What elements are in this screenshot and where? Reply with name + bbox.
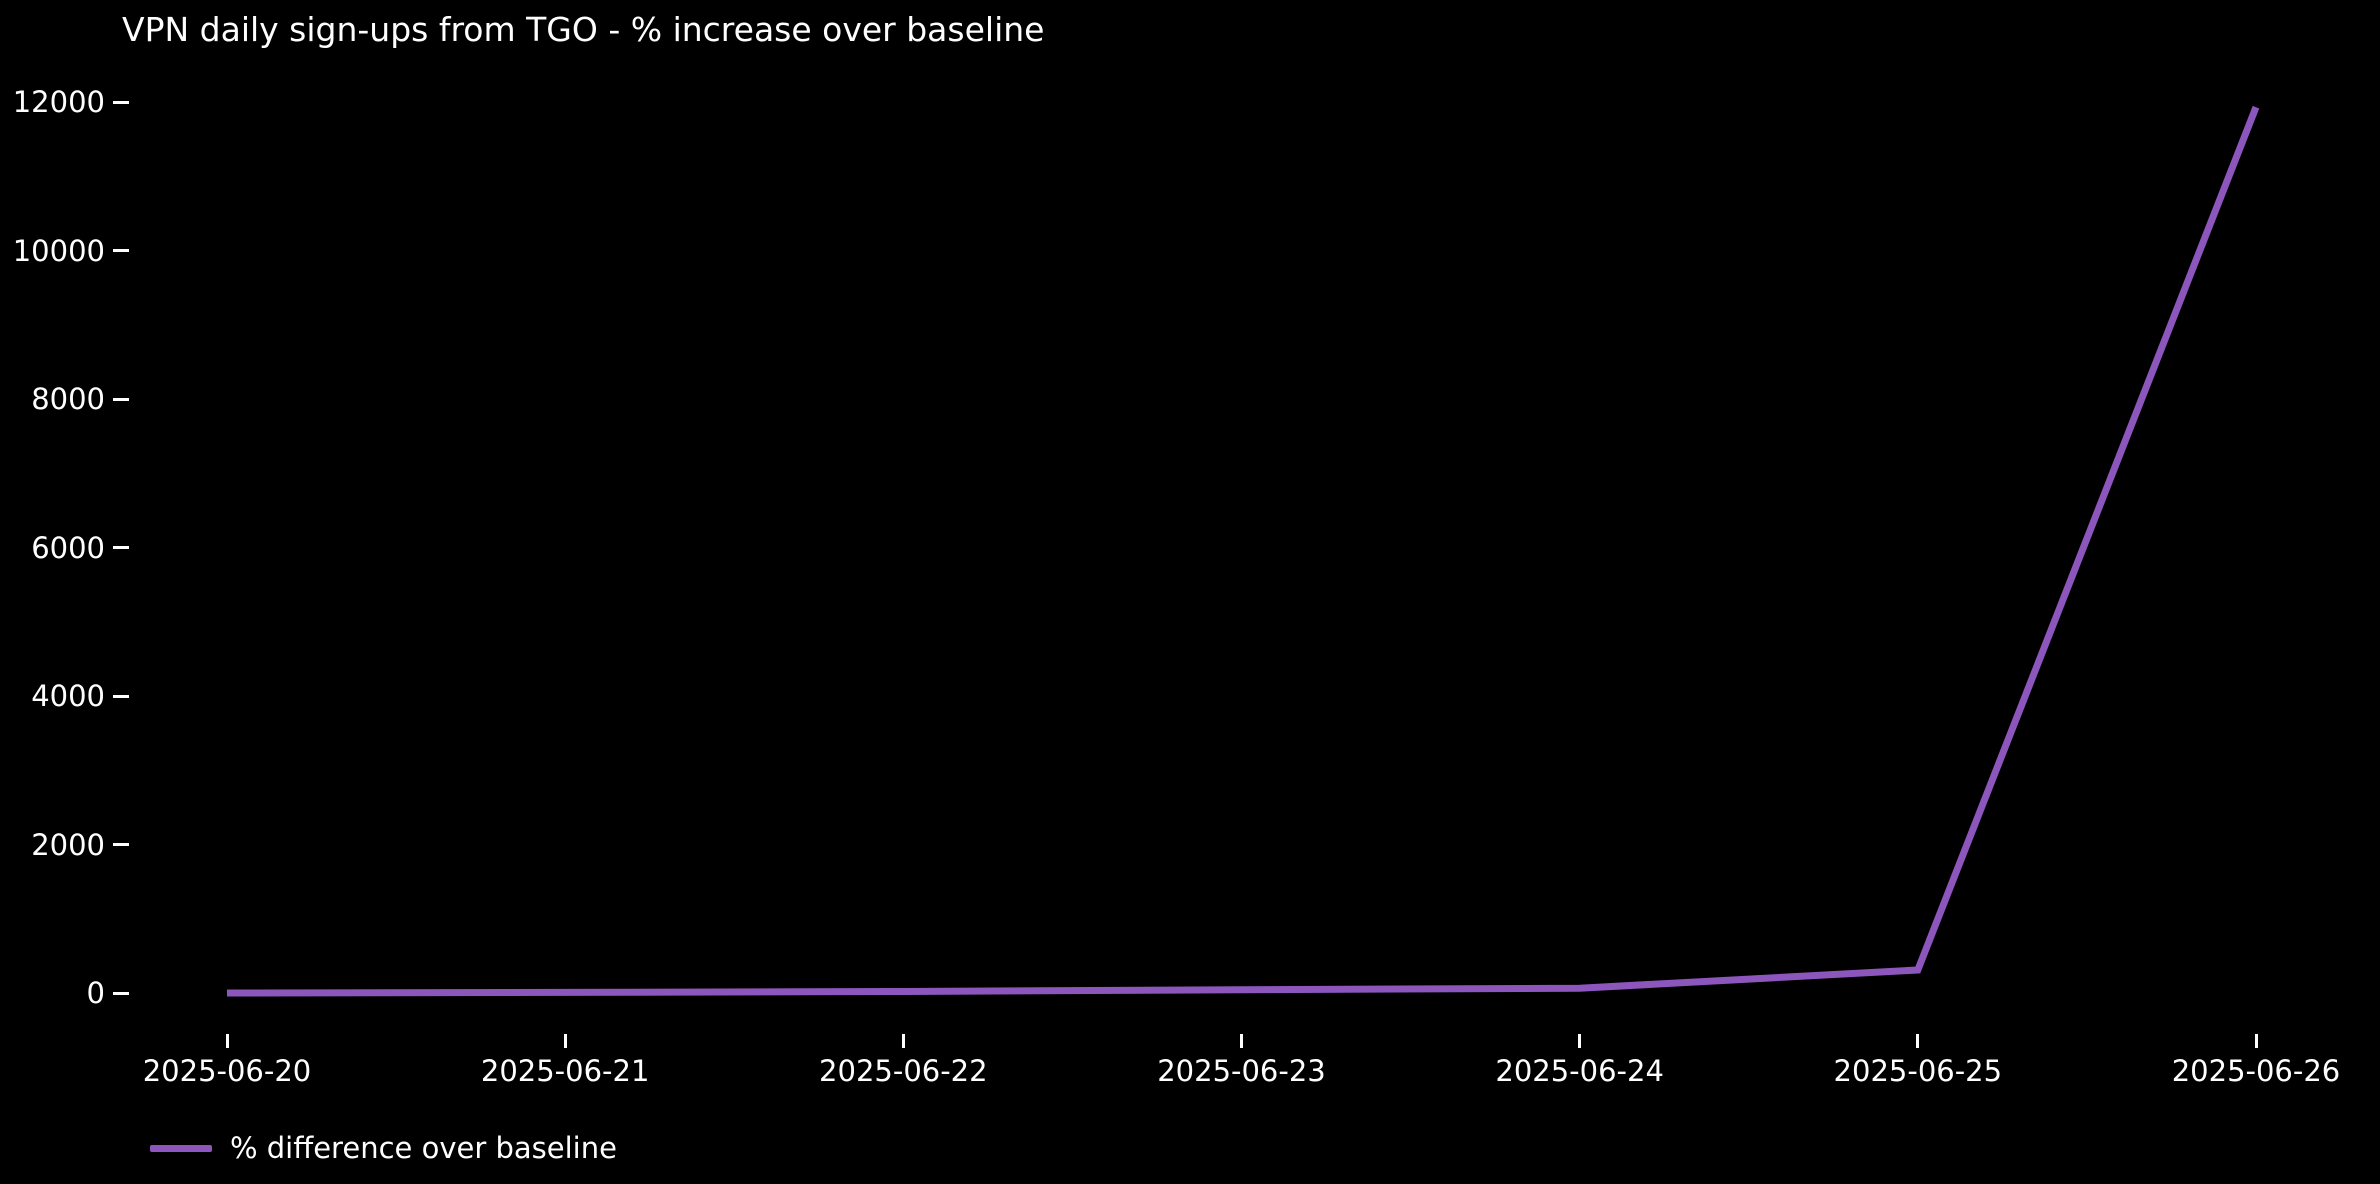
chart-title: VPN daily sign-ups from TGO - % increase…: [122, 10, 1045, 49]
y-tick-label: 6000: [31, 530, 105, 565]
x-tick-label: 2025-06-26: [2171, 1054, 2341, 1088]
y-tick-label: 2000: [31, 827, 105, 862]
y-tick-label: 10000: [12, 233, 105, 268]
x-tick-label: 2025-06-20: [142, 1054, 312, 1088]
data-line: [226, 105, 2260, 997]
x-tick-label: 2025-06-24: [1495, 1054, 1664, 1088]
y-tick-label: 0: [86, 976, 105, 1010]
y-tick-mark: [113, 249, 129, 252]
y-tick-label: 8000: [31, 382, 105, 416]
x-tick-label: 2025-06-23: [1157, 1054, 1326, 1088]
x-tick-mark: [1578, 1034, 1582, 1048]
y-tick-mark: [113, 397, 129, 401]
y-tick-mark: [113, 100, 129, 104]
x-tick-mark: [901, 1034, 905, 1048]
y-tick-label: 12000: [12, 85, 105, 119]
x-tick-label: 2025-06-21: [480, 1054, 650, 1088]
x-tick-mark: [563, 1034, 567, 1048]
legend-line-swatch: [150, 1144, 212, 1152]
y-tick-mark: [113, 843, 129, 846]
legend-label: % difference over baseline: [230, 1131, 617, 1165]
x-tick-mark: [225, 1034, 229, 1048]
legend: % difference over baseline: [150, 1131, 617, 1165]
x-tick-label: 2025-06-22: [819, 1054, 988, 1088]
x-tick-label: 2025-06-25: [1833, 1054, 2003, 1088]
x-tick-mark: [1240, 1034, 1243, 1048]
x-tick-mark: [1916, 1034, 1920, 1048]
y-tick-label: 4000: [31, 679, 105, 713]
y-tick-mark: [113, 694, 129, 698]
y-tick-mark: [113, 991, 129, 995]
y-tick-mark: [113, 546, 129, 549]
x-tick-mark: [2254, 1034, 2258, 1048]
